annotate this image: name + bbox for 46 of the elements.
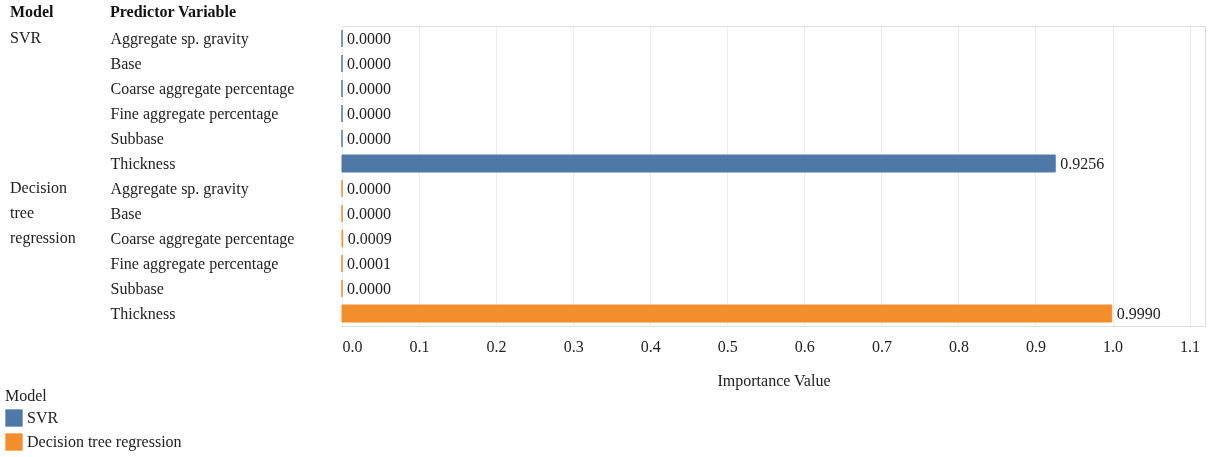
x-tick-label: 1.1	[1180, 337, 1201, 355]
y-tick-label: Coarse aggregate percentage	[110, 79, 295, 98]
text: Model	[5, 387, 47, 404]
data-label: 0.0000	[347, 104, 391, 122]
x-axis-title: Importance Value	[717, 371, 831, 390]
y-tick-label: Thickness	[110, 304, 176, 322]
y-tick-label: Subbase	[110, 279, 164, 297]
y-tick-label: Aggregate sp. gravity	[110, 29, 249, 48]
data-label: 0.0000	[347, 204, 391, 222]
bar	[341, 154, 1056, 173]
x-tick-label: 0.7	[871, 337, 892, 355]
data-label: 0.0000	[347, 54, 391, 72]
x-tick-label: 0.9	[1025, 337, 1046, 355]
x-tick-label: 0.3	[563, 337, 584, 355]
x-tick-label: 0.5	[717, 337, 738, 355]
text: Decision tree regression	[10, 178, 76, 246]
legend-label: SVR	[27, 409, 59, 426]
x-tick-label: 1.0	[1103, 337, 1124, 355]
y-tick-label: Fine aggregate percentage	[110, 254, 279, 273]
legend-title: Model	[10, 3, 55, 20]
data-label: 0.9990	[1116, 304, 1161, 322]
x-tick-label: 0.8	[948, 337, 969, 355]
data-label: 0.9256	[1060, 154, 1105, 172]
x-tick-label: 0.6	[794, 337, 815, 355]
data-label: 0.0000	[347, 29, 391, 47]
y-tick-label: Base	[110, 54, 142, 72]
x-tick-label: 0.4	[640, 337, 661, 355]
y-axis-title: Predictor Variable	[110, 3, 237, 20]
text: SVR	[10, 28, 42, 46]
data-label: 0.0000	[347, 129, 391, 147]
y-tick-label: Base	[110, 204, 142, 222]
y-tick-label: Subbase	[110, 129, 164, 147]
x-tick-label: 0.0	[342, 337, 363, 355]
data-label: 0.0000	[347, 79, 391, 97]
legend-label: Decision tree regression	[27, 433, 182, 451]
data-label: 0.0009	[347, 229, 392, 247]
data-label: 0.0001	[347, 254, 392, 272]
y-tick-label: Thickness	[110, 154, 176, 172]
bar	[341, 304, 1113, 323]
x-tick-label: 0.2	[486, 337, 507, 355]
x-tick-label: 0.1	[409, 337, 430, 355]
data-label: 0.0000	[347, 179, 391, 197]
data-label: 0.0000	[347, 279, 391, 297]
y-tick-label: Aggregate sp. gravity	[110, 179, 249, 198]
y-tick-label: Fine aggregate percentage	[110, 104, 279, 123]
y-tick-label: Coarse aggregate percentage	[110, 229, 295, 248]
